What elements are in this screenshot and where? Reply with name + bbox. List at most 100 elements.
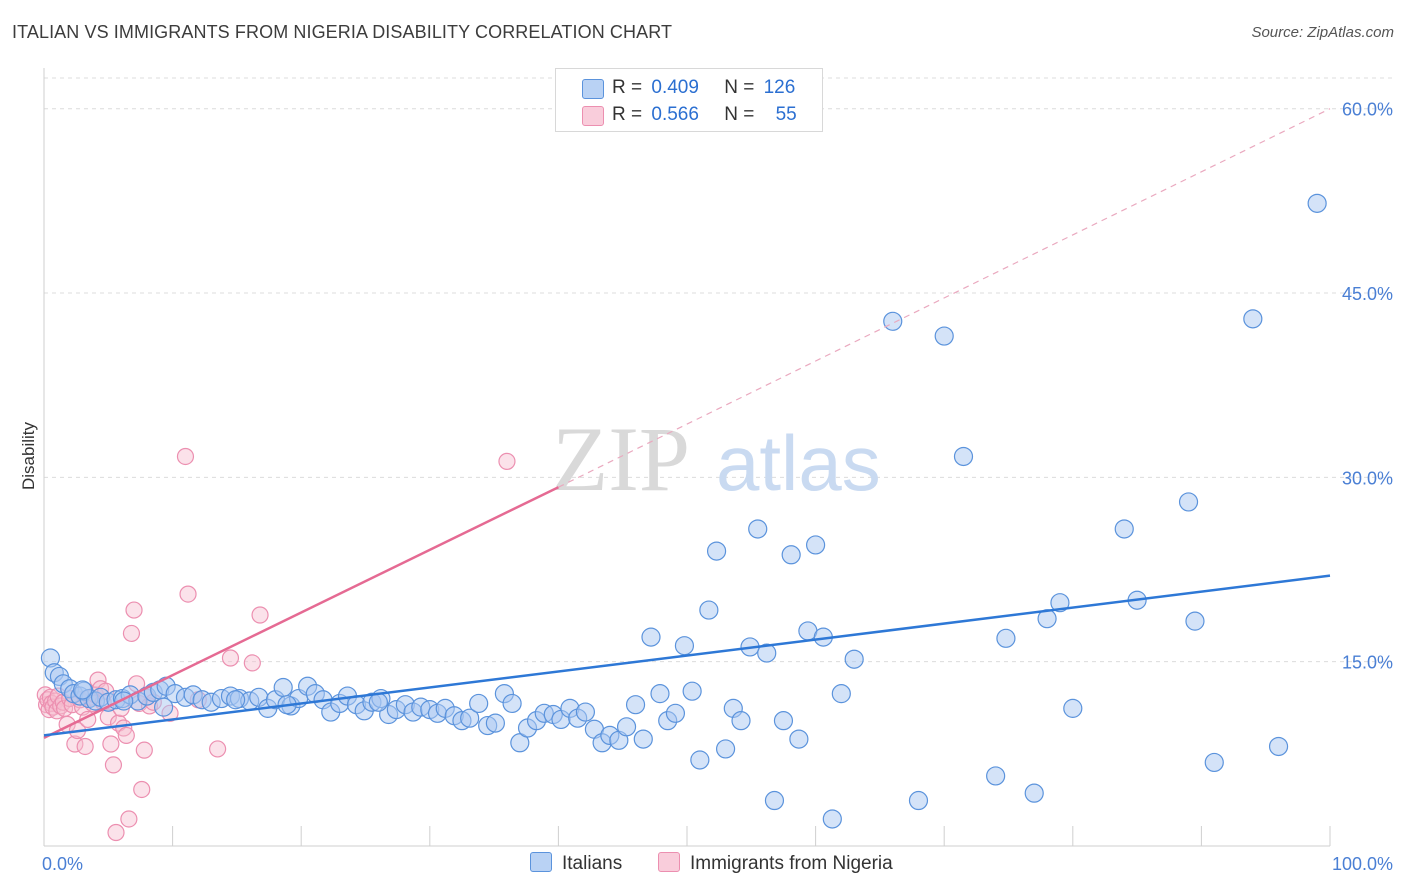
trend-line-nigeria: [43, 486, 559, 739]
italians-point: [805, 535, 826, 555]
italians-point: [1268, 736, 1289, 757]
nigeria-point: [498, 452, 516, 470]
legend-r-nigeria: 0.566: [651, 104, 699, 125]
chart-title: ITALIAN VS IMMIGRANTS FROM NIGERIA DISAB…: [12, 22, 673, 42]
series-nigeria-points: [36, 447, 516, 842]
axes: [43, 68, 1331, 847]
bottom-legend-swatch-italians: [530, 852, 552, 872]
nigeria-point: [243, 654, 261, 672]
italians-point: [715, 739, 736, 759]
bottom-legend-label-italians: Italians: [562, 853, 623, 874]
italians-point: [1114, 519, 1134, 539]
nigeria-point: [179, 585, 197, 603]
y-tick-label: 60.0%: [1342, 100, 1393, 120]
italians-point: [757, 643, 777, 663]
nigeria-point: [117, 726, 135, 745]
legend-swatch-nigeria: [582, 106, 604, 126]
bottom-legend-nigeria: Immigrants from Nigeria: [658, 852, 893, 875]
tick-labels: 15.0% 30.0% 45.0% 60.0% 0.0% 100.0%: [42, 100, 1393, 874]
trend-line-italians: [43, 574, 1331, 737]
italians-point: [469, 693, 489, 714]
y-axis-label: Disability: [19, 421, 38, 490]
italians-point: [1243, 309, 1263, 329]
nigeria-point: [107, 823, 125, 842]
italians-point: [682, 681, 702, 701]
legend-swatch-italians: [582, 79, 604, 99]
bottom-legend-italians: Italians: [530, 852, 622, 875]
y-tick-label: 30.0%: [1342, 468, 1393, 488]
nigeria-point: [125, 601, 143, 619]
italians-point: [789, 729, 809, 749]
italians-point: [674, 636, 695, 656]
italians-point: [1178, 492, 1199, 512]
italians-point: [706, 541, 727, 561]
nigeria-point: [133, 780, 151, 799]
nigeria-point: [122, 624, 141, 643]
nigeria-point: [209, 740, 227, 758]
legend-n-label: N =: [724, 77, 755, 98]
italians-point: [831, 684, 851, 704]
series-italians-points: [40, 193, 1327, 829]
nigeria-point: [76, 737, 94, 756]
italians-point: [153, 697, 174, 717]
nigeria-point: [102, 735, 120, 753]
italians-point: [748, 519, 768, 539]
italians-point: [460, 708, 480, 728]
italians-point: [502, 693, 522, 714]
legend-r-label: R =: [612, 104, 643, 125]
x-tick-label-min: 0.0%: [42, 854, 83, 874]
italians-point: [690, 750, 710, 770]
italians-point: [368, 692, 388, 712]
legend-n-italians: 126: [763, 77, 796, 98]
nigeria-point: [135, 741, 153, 759]
italians-point: [1204, 752, 1224, 773]
italians-point: [883, 311, 903, 331]
italians-point: [781, 545, 801, 565]
italians-point: [625, 695, 646, 715]
italians-point: [773, 711, 794, 731]
italians-point: [953, 446, 974, 467]
watermark: ZIP atlas: [552, 408, 881, 510]
italians-point: [1050, 593, 1070, 613]
legend-n-nigeria: 55: [775, 104, 797, 125]
italians-point: [934, 326, 954, 346]
italians-point: [996, 628, 1016, 648]
trend-lines: [43, 108, 1331, 739]
italians-point: [273, 677, 293, 698]
italians-point: [1063, 698, 1083, 718]
italians-point: [641, 627, 661, 647]
y-tick-label: 15.0%: [1342, 653, 1393, 673]
italians-point: [1185, 611, 1205, 631]
nigeria-point: [120, 810, 138, 828]
nigeria-point: [221, 649, 240, 667]
bottom-legend-swatch-nigeria: [658, 852, 680, 872]
source-label: Source: ZipAtlas.com: [1251, 24, 1394, 41]
italians-point: [1024, 783, 1044, 803]
nigeria-point: [104, 756, 123, 774]
nigeria-point: [251, 606, 269, 624]
italians-point: [616, 717, 637, 737]
italians-point: [510, 733, 530, 753]
nigeria-point: [66, 735, 84, 753]
gridlines: [44, 77, 1394, 663]
watermark-atlas: atlas: [716, 419, 881, 507]
italians-point: [633, 729, 653, 749]
italians-point: [575, 702, 596, 722]
stats-legend: R = 0.409 N = 126 R = 0.566 N = 55: [555, 68, 823, 132]
italians-point: [485, 713, 505, 733]
legend-r-label: R =: [612, 77, 643, 98]
x-tick-label-max: 100.0%: [1332, 854, 1393, 874]
italians-point: [844, 649, 864, 669]
italians-point: [986, 766, 1006, 786]
y-tick-label: 45.0%: [1342, 284, 1393, 304]
watermark-zip: ZIP: [552, 408, 690, 510]
legend-r-italians: 0.409: [651, 77, 699, 98]
italians-point: [226, 690, 246, 710]
italians-point: [1307, 193, 1327, 213]
legend-n-label: N =: [724, 104, 755, 125]
italians-point: [665, 703, 686, 723]
italians-point: [72, 680, 93, 700]
italians-point: [908, 790, 929, 811]
bottom-legend-label-nigeria: Immigrants from Nigeria: [690, 853, 893, 874]
